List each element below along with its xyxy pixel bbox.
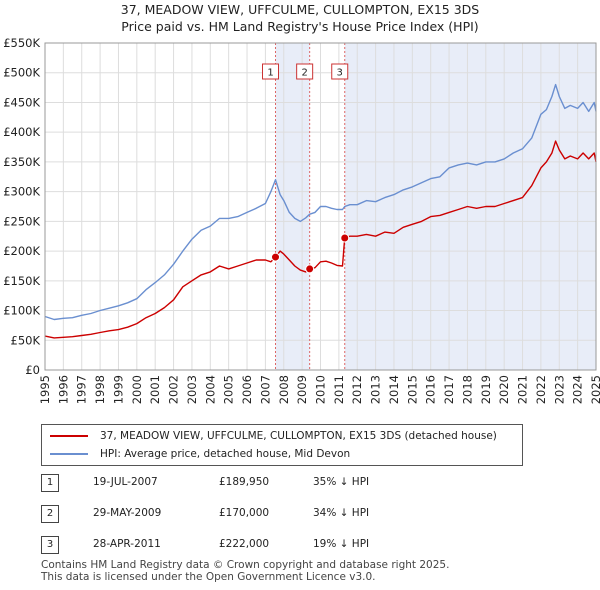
x-tick-label: 1998 [93, 375, 107, 404]
sale-number-badge: 2 [41, 505, 59, 523]
legend-item-property: 37, MEADOW VIEW, UFFCULME, CULLOMPTON, E… [50, 428, 497, 444]
series-line-hpi [44, 83, 597, 321]
shaded-region [275, 43, 310, 370]
x-tick-label: 1996 [56, 375, 70, 404]
sale-number-marker: 3 [331, 63, 349, 80]
x-tick-label: 2017 [442, 375, 456, 404]
marker-box [331, 63, 349, 80]
x-tick-label: 2006 [240, 375, 254, 404]
x-tick-label: 2003 [185, 375, 199, 404]
y-tick-label: £400K [3, 125, 40, 139]
x-tick-label: 2024 [571, 375, 585, 404]
x-tick-label: 2000 [130, 375, 144, 404]
marker-label: 2 [301, 68, 307, 79]
x-tick-label: 1997 [75, 375, 89, 404]
x-tick-label: 1999 [111, 375, 125, 404]
table-row: 3 28-APR-2011 £222,000 19% ↓ HPI [41, 536, 561, 567]
sale-price: £170,000 [219, 507, 270, 519]
x-tick-label: 2019 [479, 375, 493, 404]
footer-line-license: This data is licensed under the Open Gov… [41, 570, 376, 583]
chart-title: 37, MEADOW VIEW, UFFCULME, CULLOMPTON, E… [120, 2, 480, 17]
marker-label: 3 [337, 68, 343, 79]
sale-number-badge: 3 [41, 536, 59, 554]
sales-table: 1 19-JUL-2007 £189,950 35% ↓ HPI 2 29-MA… [41, 474, 561, 567]
legend-swatch-property [50, 435, 88, 437]
x-tick-label: 2010 [314, 375, 328, 404]
table-row: 1 19-JUL-2007 £189,950 35% ↓ HPI [41, 474, 561, 505]
sale-date: 19-JUL-2007 [93, 476, 158, 488]
series-line-property [44, 140, 597, 339]
x-tick-label: 2014 [387, 375, 401, 404]
y-tick-label: £200K [3, 244, 40, 258]
x-tick-label: 2012 [350, 375, 364, 404]
sale-hpi-diff: 19% ↓ HPI [313, 538, 370, 550]
y-tick-label: £0 [25, 363, 40, 377]
sale-date: 29-MAY-2009 [93, 507, 162, 519]
y-tick-label: £450K [3, 95, 40, 109]
x-tick-label: 2023 [552, 375, 566, 404]
x-tick-label: 2020 [497, 375, 511, 404]
x-tick-label: 1995 [38, 375, 52, 404]
chart-legend: 37, MEADOW VIEW, UFFCULME, CULLOMPTON, E… [41, 424, 523, 466]
sale-price: £222,000 [219, 538, 270, 550]
marker-box [262, 63, 280, 80]
chart-subtitle: Price paid vs. HM Land Registry's House … [121, 19, 479, 34]
legend-swatch-hpi [50, 453, 88, 455]
sale-date: 28-APR-2011 [93, 538, 161, 550]
x-tick-label: 2018 [460, 375, 474, 404]
y-tick-label: £250K [3, 214, 40, 228]
sale-hpi-diff: 34% ↓ HPI [313, 507, 370, 519]
y-tick-label: £150K [3, 274, 40, 288]
y-tick-label: £50K [11, 333, 41, 347]
legend-label-property: 37, MEADOW VIEW, UFFCULME, CULLOMPTON, E… [100, 430, 497, 442]
sale-hpi-diff: 35% ↓ HPI [313, 476, 370, 488]
sale-point [305, 264, 315, 274]
sale-number-marker: 2 [296, 63, 314, 80]
x-tick-label: 2011 [332, 375, 346, 404]
x-tick-label: 2013 [369, 375, 383, 404]
x-tick-label: 2015 [405, 375, 419, 404]
x-tick-label: 2007 [258, 375, 272, 404]
x-tick-label: 2009 [295, 375, 309, 404]
price-chart: 1 2 3 £0 £50K £100K £150K £200K £250K £300K £350K £… [3, 36, 600, 404]
x-tick-label: 2021 [516, 375, 530, 404]
footer-line-copyright: Contains HM Land Registry data © Crown c… [41, 559, 450, 571]
y-tick-label: £500K [3, 66, 40, 80]
sale-number-badge: 1 [41, 474, 59, 492]
x-tick-label: 2001 [148, 375, 162, 404]
y-tick-label: £300K [3, 185, 40, 199]
y-tick-label: £550K [3, 36, 40, 50]
marker-box [296, 63, 314, 80]
footer-attribution: Contains HM Land Registry data © Crown c… [41, 559, 450, 583]
marker-label: 1 [267, 68, 273, 79]
legend-item-hpi: HPI: Average price, detached house, Mid … [50, 446, 350, 462]
legend-label-hpi: HPI: Average price, detached house, Mid … [100, 448, 351, 460]
table-row: 2 29-MAY-2009 £170,000 34% ↓ HPI [41, 505, 561, 536]
x-tick-label: 2008 [277, 375, 291, 404]
y-tick-label: £350K [3, 155, 40, 169]
y-tick-label: £100K [3, 304, 40, 318]
sale-point [340, 233, 350, 243]
x-tick-label: 2016 [424, 375, 438, 404]
x-tick-label: 2002 [167, 375, 181, 404]
sale-point [271, 252, 281, 262]
sale-number-marker: 1 [262, 63, 280, 80]
x-tick-label: 2005 [222, 375, 236, 404]
plot-frame [44, 42, 597, 371]
x-tick-label: 2022 [534, 375, 548, 404]
x-tick-label: 2025 [589, 375, 600, 404]
sale-price: £189,950 [219, 476, 270, 488]
x-tick-label: 2004 [203, 375, 217, 404]
